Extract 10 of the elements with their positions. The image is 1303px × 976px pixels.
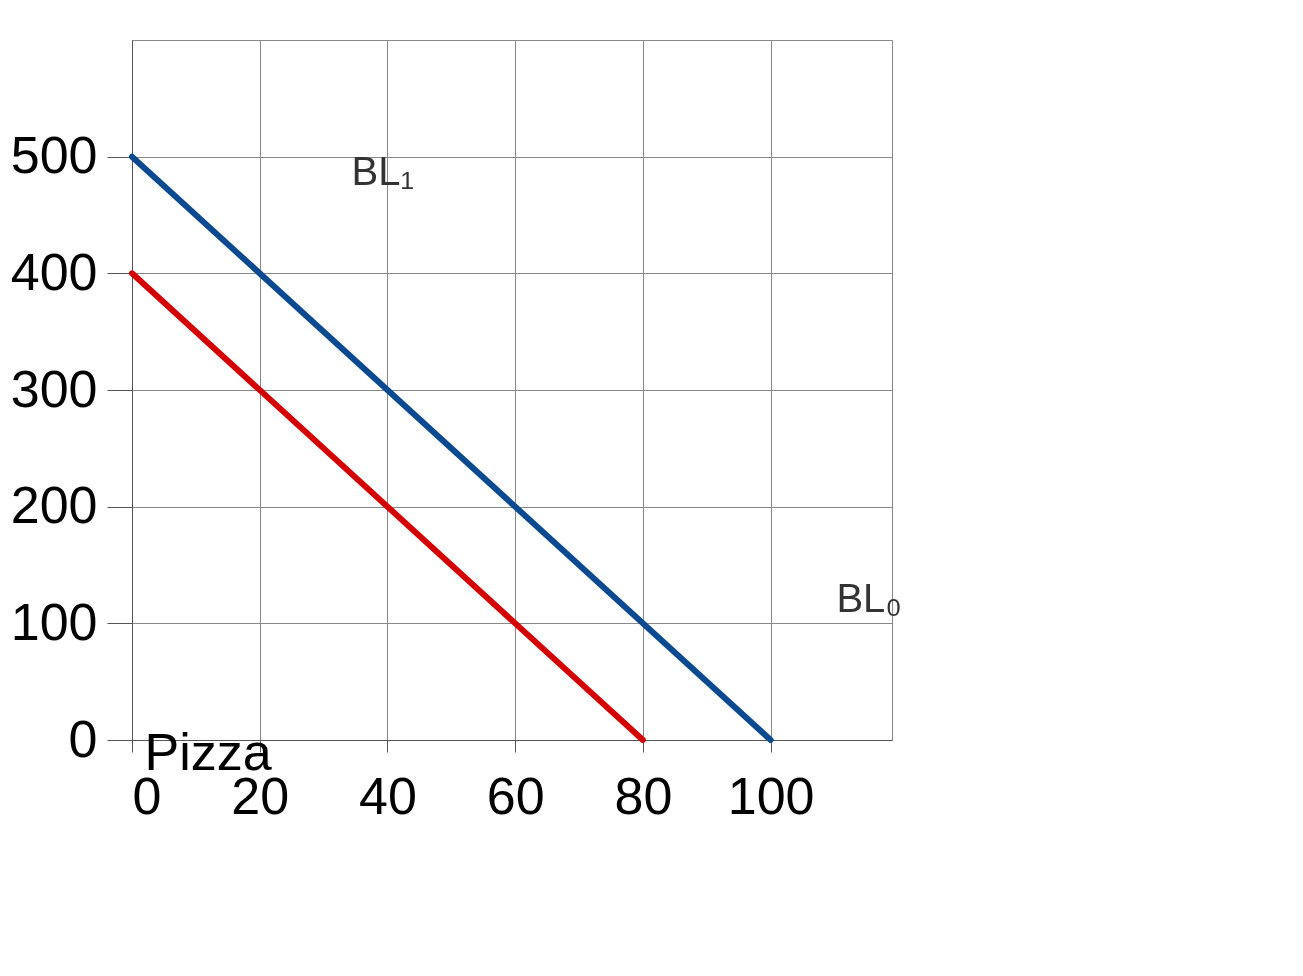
y-tick-label: 100 bbox=[10, 592, 98, 651]
x-tick-label: 80 bbox=[614, 766, 673, 825]
y-tick-label: 400 bbox=[10, 242, 98, 301]
y-tick-label: 200 bbox=[10, 476, 98, 535]
y-tick-label: 500 bbox=[10, 126, 98, 185]
x-tick-label: 40 bbox=[359, 766, 417, 825]
x-tick-label: 60 bbox=[486, 766, 545, 825]
x-tick-label: 100 bbox=[727, 766, 815, 825]
y-tick-label: 0 bbox=[68, 709, 98, 768]
y-tick-label: 300 bbox=[10, 359, 98, 418]
